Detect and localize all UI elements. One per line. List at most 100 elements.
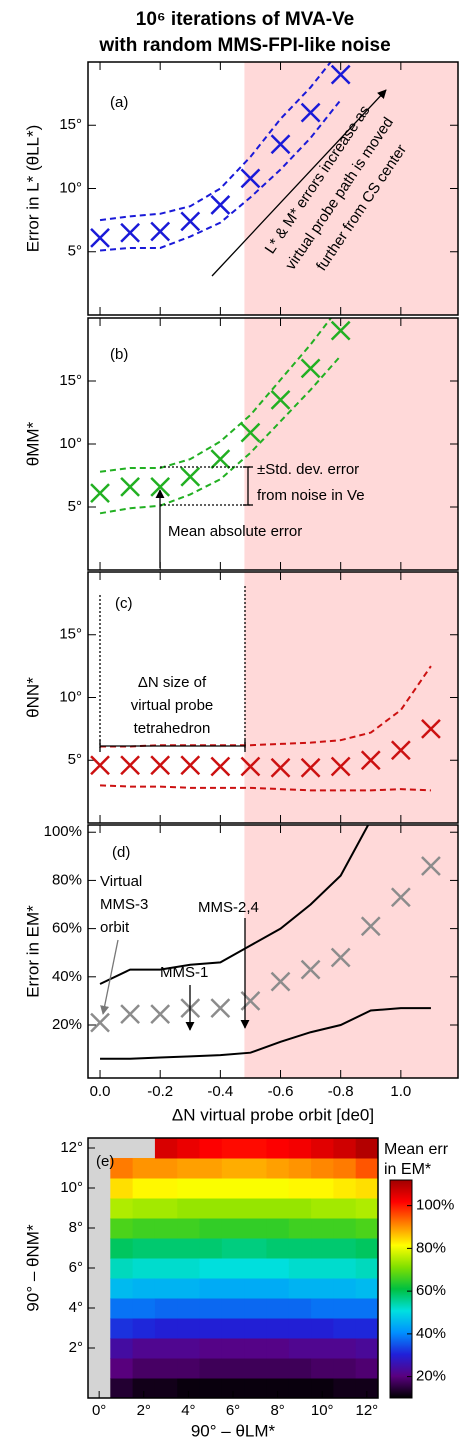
heatmap-cell — [288, 1218, 312, 1239]
heatmap-cell — [132, 1178, 156, 1199]
shaded-region — [244, 825, 458, 1078]
shaded-region — [244, 318, 458, 570]
x-marker — [330, 64, 351, 85]
x-marker — [300, 757, 321, 778]
x-marker — [90, 1012, 110, 1033]
x-marker — [210, 998, 231, 1019]
heatmap-cell — [288, 1298, 312, 1319]
heatmap-cell — [288, 1318, 312, 1339]
x-marker — [270, 971, 291, 992]
x-marker — [421, 718, 441, 739]
heatmap-cell — [333, 1238, 357, 1259]
heatmap-cell — [199, 1198, 223, 1219]
heatmap-cell — [355, 1298, 379, 1319]
heatmap-cell — [355, 1178, 379, 1199]
heatmap-cell — [333, 1358, 357, 1379]
y-tick-label: 6° — [69, 1259, 83, 1276]
y-tick-label: 15° — [59, 116, 82, 133]
heatmap-cell — [154, 1178, 178, 1199]
heatmap-cell — [132, 1258, 156, 1279]
y-tick-label: 5° — [68, 243, 82, 260]
colorbar-tick-label: 40% — [416, 1325, 446, 1342]
heatmap-cell — [266, 1338, 290, 1359]
heatmap-cell — [199, 1298, 223, 1319]
heatmap-cell — [311, 1198, 334, 1219]
heatmap-cell — [199, 1178, 223, 1199]
x-tick-label: -0.8 — [328, 1083, 354, 1100]
heatmap-cell — [110, 1198, 134, 1219]
heatmap-cell — [333, 1258, 357, 1279]
heatmap-cell — [177, 1338, 201, 1359]
heatmap-cell — [177, 1178, 201, 1199]
x-marker — [90, 227, 110, 248]
band-line — [99, 318, 333, 473]
x-marker — [120, 476, 140, 497]
heatmap-cell — [333, 1138, 357, 1159]
heatmap-cell — [177, 1138, 201, 1159]
heatmap-cell — [154, 1298, 178, 1319]
heatmap-cell — [154, 1378, 178, 1399]
x-marker — [330, 320, 351, 341]
x-marker — [120, 755, 140, 776]
heatmap-cell — [132, 1358, 156, 1379]
heatmap-cell — [154, 1358, 178, 1379]
heatmap-cell — [288, 1278, 312, 1299]
heatmap-cell — [288, 1338, 312, 1359]
x-marker — [330, 756, 351, 777]
heatmap-cell — [132, 1158, 156, 1179]
heatmap-cell — [221, 1358, 245, 1379]
heatmap-cell — [244, 1158, 267, 1179]
heatmap-cell — [266, 1278, 290, 1299]
x-tick-label: 8° — [270, 1402, 284, 1419]
x-tick-label: 10° — [311, 1402, 334, 1419]
panel: 20% 40% 60% 80% 100% 0.0 -0.2 -0.4 -0.6 -0.8 1.0 Er… — [23, 823, 459, 1124]
x-marker — [270, 134, 291, 155]
heatmap-cell — [355, 1278, 379, 1299]
heatmap-cell — [110, 1218, 134, 1239]
colorbar-label: Mean err — [384, 1141, 449, 1158]
heatmap-cell — [132, 1198, 156, 1219]
heatmap-cell — [177, 1238, 201, 1259]
x-marker — [300, 959, 321, 980]
heatmap-cell — [355, 1138, 379, 1159]
heatmap-cell — [244, 1258, 267, 1279]
annotation: MMS-1 — [160, 964, 208, 981]
heatmap-cell — [154, 1318, 178, 1339]
heatmap-cell — [110, 1358, 134, 1379]
band-line — [99, 99, 342, 252]
x-tick-label: 1.0 — [390, 1083, 411, 1100]
heatmap-cell — [110, 1338, 134, 1359]
heatmap-cell — [244, 1178, 267, 1199]
heatmap-cell — [333, 1298, 357, 1319]
heatmap-cell — [244, 1378, 267, 1399]
x-marker — [390, 887, 411, 908]
y-tick-label: 4° — [69, 1299, 83, 1316]
heatmap-cell — [199, 1218, 223, 1239]
heatmap-panel: 0° 2° 4° 6° 8° 10° 12° 2° 4° 6° 8° 10° 12° 90° – θLM*… — [23, 1137, 454, 1440]
heatmap-cell — [244, 1298, 267, 1319]
x-marker — [330, 947, 351, 968]
heatmap-cell — [110, 1238, 134, 1259]
annotation: Virtual — [100, 873, 142, 890]
heatmap-cell — [221, 1278, 245, 1299]
heatmap-cell — [355, 1158, 379, 1179]
heatmap-cell — [288, 1138, 312, 1159]
heatmap-cell — [154, 1218, 178, 1239]
heatmap-cell — [199, 1138, 223, 1159]
heatmap-cell — [288, 1198, 312, 1219]
heatmap-cell — [333, 1378, 357, 1399]
heatmap-cell — [154, 1238, 178, 1259]
heatmap-cell — [333, 1318, 357, 1339]
heatmap-cell — [154, 1198, 178, 1219]
heatmap-cell — [154, 1158, 178, 1179]
heatmap-cell — [311, 1318, 334, 1339]
heatmap-cell — [266, 1298, 290, 1319]
heatmap-cell — [199, 1158, 223, 1179]
band-line — [99, 784, 431, 792]
x-marker — [90, 483, 110, 504]
x-tick-label: -0.6 — [268, 1083, 294, 1100]
annotation-line — [211, 89, 387, 277]
x-marker — [300, 358, 321, 379]
y-tick-label: 5° — [68, 751, 82, 768]
